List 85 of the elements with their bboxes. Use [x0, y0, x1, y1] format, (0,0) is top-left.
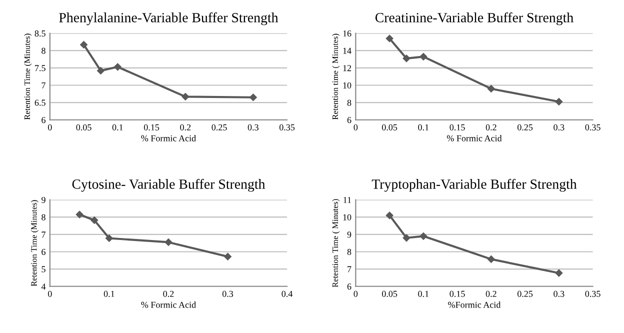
x-tick-label: 0.35	[585, 124, 600, 130]
x-axis-title: % Formic Acid	[141, 135, 196, 142]
x-tick-label: 0.25	[517, 290, 533, 297]
y-tick-label: 8	[42, 214, 46, 220]
y-tick-label: 6	[347, 284, 352, 290]
x-tick-label: 0.3	[554, 290, 564, 297]
x-tick-label: 0.2	[163, 290, 174, 297]
point	[386, 34, 394, 42]
x-tick-label: 0.15	[450, 124, 465, 130]
x-tick-label: 0.1	[112, 124, 123, 130]
x-tick-label: 0.2	[486, 124, 496, 130]
x-tick-label: 0.3	[554, 124, 564, 130]
x-axis-title: % Formic Acid	[141, 302, 196, 308]
x-tick-label: 0.25	[212, 124, 227, 130]
point	[224, 252, 232, 260]
y-tick-label: 5	[42, 266, 46, 272]
y-tick-label: 8.5	[34, 30, 46, 37]
y-tick-label: 6	[347, 117, 352, 124]
x-tick-label: 0	[48, 124, 52, 130]
point	[114, 63, 122, 71]
x-axis-title: %Formic Acid	[448, 302, 501, 308]
point	[90, 216, 98, 224]
point	[106, 234, 113, 242]
point	[488, 256, 495, 263]
x-tick-label: 0.1	[418, 124, 429, 130]
point	[97, 67, 104, 74]
x-tick-label: 0	[354, 124, 358, 130]
y-tick-label: 4	[41, 284, 46, 290]
x-tick-label: 0.25	[517, 124, 533, 130]
point	[250, 94, 257, 102]
point	[402, 234, 410, 242]
x-tick-label: 0.4	[282, 290, 293, 297]
y-axis-title: Retention time ( Minutes)	[332, 34, 340, 120]
point	[386, 212, 394, 220]
x-tick-label: 0.1	[418, 290, 429, 297]
x-tick-label: 0.1	[104, 290, 114, 297]
point	[76, 210, 84, 218]
point	[80, 41, 88, 48]
x-tick-label: 0.3	[248, 124, 258, 130]
y-axis-title: Retention Time ( Minutes)	[332, 199, 340, 288]
point	[420, 53, 428, 60]
x-tick-label: 0	[354, 290, 358, 297]
y-tick-label: 6	[42, 248, 46, 255]
chart-title: Creatinine-Variable Buffer Strength	[375, 12, 574, 26]
x-tick-label: 0.2	[180, 124, 191, 130]
y-tick-label: 14	[343, 48, 352, 54]
point	[420, 232, 428, 240]
x-tick-label: 0.3	[222, 290, 234, 297]
y-tick-label: 7	[348, 266, 352, 272]
point	[182, 93, 190, 100]
x-tick-label: 0.05	[76, 124, 92, 130]
y-tick-label: 6.5	[34, 100, 46, 106]
point	[402, 54, 410, 62]
y-tick-label: 7.5	[35, 65, 46, 72]
x-tick-label: 0.15	[450, 290, 465, 297]
chart-title: Phenylalanine-Variable Buffer Strength	[59, 12, 278, 26]
y-tick-label: 9	[347, 232, 352, 238]
y-tick-label: 11	[344, 196, 351, 203]
x-axis-title: % Formic Acid	[446, 135, 502, 142]
y-tick-label: 8	[347, 248, 352, 255]
x-tick-label: 0.05	[382, 124, 398, 130]
x-tick-label: 0	[48, 290, 52, 297]
x-tick-label: 0.35	[585, 290, 600, 297]
x-tick-label: 0.35	[279, 124, 295, 130]
x-tick-label: 0.2	[486, 290, 496, 297]
chart-title: Cytosine- Variable Buffer Strength	[72, 178, 266, 192]
x-tick-label: 0.05	[382, 290, 398, 297]
y-axis-title: Retention Time (Minutes)	[24, 34, 32, 120]
y-tick-label: 8	[347, 100, 352, 106]
point	[164, 238, 172, 246]
y-tick-label: 7	[42, 82, 46, 88]
point	[555, 98, 563, 106]
point	[555, 269, 563, 277]
chart-title: Tryptophan-Variable Buffer Strength	[372, 178, 577, 192]
x-tick-label: 0.15	[144, 124, 160, 130]
point	[488, 85, 495, 92]
y-tick-label: 7	[42, 232, 46, 238]
y-tick-label: 6	[42, 117, 46, 124]
y-tick-label: 9	[42, 196, 46, 204]
y-axis-title: Retention Time (Minutes)	[30, 200, 38, 286]
y-tick-label: 10	[343, 82, 352, 88]
y-tick-label: 8	[42, 48, 46, 54]
y-tick-label: 16	[343, 30, 352, 37]
y-tick-label: 12	[343, 65, 352, 72]
y-tick-label: 10	[343, 214, 352, 220]
